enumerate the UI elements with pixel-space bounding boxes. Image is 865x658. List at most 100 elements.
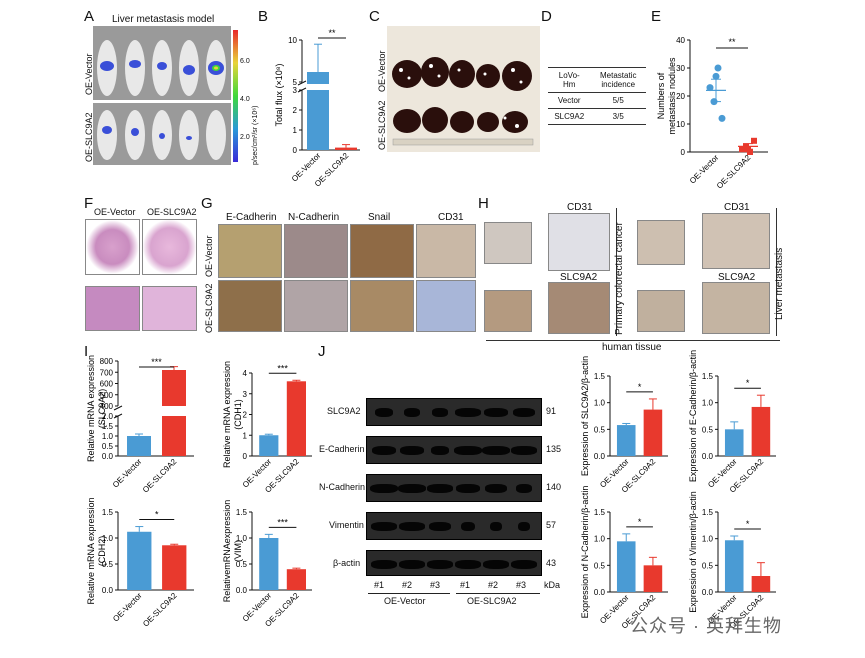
y-axis-label: metastasis nodules [667, 57, 677, 135]
sig-mark: * [746, 519, 750, 529]
sig-mark: * [638, 517, 642, 527]
liver-specimens [392, 57, 534, 146]
bar [724, 429, 744, 456]
blot-band [404, 408, 420, 417]
blot-band [455, 408, 481, 417]
x-tick-label: OE-Vector [688, 153, 721, 186]
y-tick-label: 1.0 [102, 534, 114, 543]
y-tick-label: 0.5 [102, 442, 114, 451]
y-axis-label: Expression of Vimentin/β-actin [688, 491, 698, 613]
kda-marker: 140 [546, 482, 562, 492]
ihc-cd31-vector [416, 224, 476, 278]
y-tick-label: 5 [293, 78, 298, 87]
axis-break [113, 405, 123, 411]
x-tick-label: OE-SLC9A2 [141, 591, 179, 629]
sig-mark: *** [151, 357, 162, 367]
panel-label-g: G [201, 195, 213, 212]
y-tick-label: 0.5 [594, 561, 606, 570]
blot-band [454, 446, 482, 455]
panel-label-a: A [84, 8, 95, 25]
y-tick-label: 0.0 [102, 452, 114, 461]
panel-label-f: F [84, 195, 94, 212]
y-tick-label: 0.0 [594, 588, 606, 597]
blot-band [513, 408, 535, 417]
blot-band [483, 560, 509, 569]
y-tick-label: 0 [293, 146, 298, 155]
data-point [714, 64, 722, 72]
blot-band [399, 522, 425, 531]
y-tick-label: 2 [243, 411, 248, 420]
y-tick-label: 1.5 [236, 508, 248, 517]
bar [162, 416, 186, 456]
bar [162, 370, 186, 406]
ihc-ecad-vector [218, 224, 282, 278]
blot-band [455, 560, 481, 569]
y-tick-label: 3 [243, 390, 248, 399]
group-label: OE-Vector [384, 596, 426, 606]
axis-break [297, 80, 307, 86]
data-point [712, 72, 720, 80]
bar [259, 435, 279, 456]
panel-label-j: J [318, 343, 326, 360]
blot-band [371, 560, 397, 569]
panel-g-col-label: N-Cadherin [288, 212, 340, 223]
blot-band [484, 408, 508, 417]
ihc-crc-cd31-low [484, 222, 532, 264]
colorbar-tick: 4.0 [240, 96, 250, 103]
sig-mark: ** [328, 28, 336, 38]
y-tick-label: 1 [293, 126, 298, 135]
y-axis-label: (CDH1) [233, 399, 243, 430]
y-tick-label: 700 [100, 368, 114, 377]
panel-label-i: I [84, 343, 89, 360]
blot-band [400, 446, 424, 455]
bar [751, 576, 771, 592]
y-axis-label: Numbers of [656, 72, 666, 119]
y-tick-label: 4 [243, 369, 248, 378]
bar [751, 406, 771, 456]
panel-label-e: E [651, 8, 662, 25]
lane-label: #2 [488, 580, 499, 590]
blot-band [516, 484, 532, 493]
blot-band [461, 522, 475, 531]
data-point [706, 84, 714, 92]
ihc-cd31-slc9a2 [416, 280, 476, 332]
blot-band [518, 522, 530, 531]
blot-band [511, 560, 537, 569]
panel-h-caption: human tissue [602, 342, 662, 353]
sig-mark: ** [728, 37, 736, 47]
y-tick-label: 40 [676, 36, 685, 45]
y-tick-label: 1.5 [594, 372, 606, 381]
panel-h-label: CD31 [567, 202, 593, 213]
sig-mark: *** [277, 363, 288, 373]
sig-mark: * [638, 382, 642, 392]
blot-band [456, 484, 480, 493]
divider [616, 208, 617, 336]
he-highmag-slc9a2 [142, 286, 197, 331]
y-tick-label: 0.0 [102, 586, 114, 595]
y-tick-label: 0.5 [102, 560, 114, 569]
ihc-liver-cd31-low [637, 220, 685, 265]
blot-band [372, 446, 396, 455]
bar [127, 531, 152, 590]
group-line [368, 593, 450, 594]
y-tick-label: 0.5 [236, 560, 248, 569]
bar [286, 381, 306, 456]
x-tick-label: OE-SLC9A2 [141, 457, 179, 495]
y-tick-label: 1.5 [702, 372, 714, 381]
he-lowmag-slc9a2 [142, 219, 197, 275]
protein-label: N-Cadherin [319, 482, 366, 492]
blot-band [399, 560, 425, 569]
ihc-liver-slc9a2-high [702, 282, 770, 334]
kda-marker: 135 [546, 444, 562, 454]
sig-mark: *** [277, 517, 288, 527]
y-tick-label: 0.0 [702, 452, 714, 461]
y-axis-label: Expression of SLC9A2/β-actin [580, 356, 590, 476]
bar [643, 409, 663, 456]
bar [616, 425, 636, 456]
lane-label: #2 [402, 580, 413, 590]
lane-label: #1 [460, 580, 471, 590]
kda-marker: 57 [546, 520, 557, 530]
group-label: OE-SLC9A2 [467, 596, 517, 606]
ihc-crc-slc9a2-high [548, 282, 610, 334]
